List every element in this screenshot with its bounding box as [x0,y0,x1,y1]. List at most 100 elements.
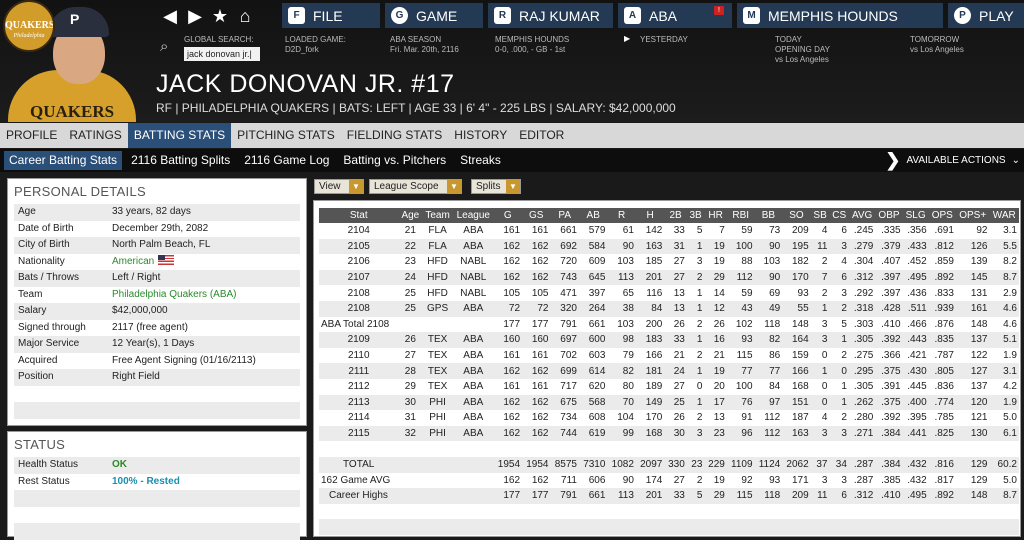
manager-button[interactable]: R RAJ KUMAR [488,3,613,28]
column-header[interactable]: HR [704,208,727,223]
column-header[interactable]: SO [782,208,811,223]
tab-ratings[interactable]: RATINGS [69,128,122,142]
table-cell: 137 [970,381,988,393]
tab-batting-stats[interactable]: BATTING STATS [127,123,232,148]
file-button[interactable]: F FILE [282,3,380,28]
table-cell: 3 [810,332,830,348]
column-header[interactable]: Stat [319,208,399,223]
table-cell [422,488,454,504]
table-cell [636,504,664,520]
search-icon[interactable]: ⌕ [160,38,169,55]
table-cell: 3 [696,256,703,268]
table-cell: 201 [635,488,665,504]
column-header[interactable]: 3B [686,208,705,223]
table-cell [453,473,494,489]
table-cell: 166 [782,363,811,379]
column-header[interactable]: CS [829,208,849,223]
column-header[interactable]: Age [398,208,423,223]
column-header[interactable]: OBP [875,208,903,223]
subtab-career-batting-stats[interactable]: Career Batting Stats [4,151,123,170]
column-header[interactable]: PA [550,208,579,223]
column-header[interactable]: Team [422,208,454,223]
column-header[interactable]: WAR [989,208,1019,223]
splits-dropdown[interactable]: Splits ▼ [471,179,521,194]
available-actions-button[interactable]: ❯ AVAILABLE ACTIONS ⌄ [885,149,1020,172]
table-cell: 661 [588,318,606,330]
column-header[interactable]: OPS [928,208,956,223]
table-cell [453,488,494,504]
table-cell: 8575 [550,456,579,473]
table-cell: 13 [664,300,687,317]
table-cell: TEX [422,363,454,379]
dropdown-arrow-icon: ▼ [506,180,520,193]
table-cell: .691 [934,225,954,237]
table-cell [903,504,929,520]
column-header[interactable]: AB [578,208,608,223]
team-button[interactable]: M MEMPHIS HOUNDS [737,3,943,28]
column-header[interactable]: League [453,208,494,223]
column-header[interactable]: R [607,208,636,223]
detail-label [14,386,112,403]
info-label: TODAY [775,35,802,44]
menu-label: PLAY [979,7,1014,24]
table-cell: NABL [460,256,487,268]
table-cell [579,441,607,457]
table-cell: 170 [645,412,663,424]
table-cell: 720 [560,256,577,268]
info-label: YESTERDAY [640,35,688,44]
table-cell: .430 [902,363,929,379]
column-header[interactable]: SLG [902,208,929,223]
tab-profile[interactable]: PROFILE [6,128,58,142]
subtab-batting-vs-pitchers[interactable]: Batting vs. Pitchers [343,153,447,167]
tab-history[interactable]: HISTORY [454,128,508,142]
table-cell: 1 [686,332,705,348]
detail-value [112,386,300,403]
table-cell: 37 [810,456,830,473]
table-cell: 23 [686,456,705,473]
column-header[interactable]: RBI [726,208,755,223]
subtab-2116-batting-splits[interactable]: 2116 Batting Splits [131,153,231,167]
dropdown-label: Splits [476,181,501,192]
yesterday-arrow-icon[interactable]: ▶ [624,34,631,43]
table-cell: .245 [853,225,874,237]
table-cell: 2111 [319,363,399,379]
tab-pitching-stats[interactable]: PITCHING STATS [237,128,335,142]
table-cell: ABA [453,238,494,255]
personal-details-rows: Age 33 years, 82 days Date of Birth Decembe… [8,204,306,419]
column-header[interactable]: 2B [664,208,687,223]
home-icon[interactable]: ⌂ [239,6,251,26]
detail-value[interactable]: Philadelphia Quakers (ABA) [112,287,300,304]
league-scope-dropdown[interactable]: League Scope ▼ [369,179,462,194]
column-header[interactable]: OPS+ [955,208,990,223]
detail-label: City of Birth [18,239,70,250]
tab-fielding-stats[interactable]: FIELDING STATS [346,128,443,142]
global-search-input[interactable]: jack donovan jr.| [184,47,260,61]
table-cell: 702 [560,350,577,362]
game-button[interactable]: G GAME [385,3,483,28]
team-logo[interactable]: QUAKERS Philadelphia [3,0,55,52]
league-button[interactable]: A ABA! [618,3,732,28]
tab-editor[interactable]: EDITOR [519,128,565,142]
back-arrow-icon[interactable]: ◀ [163,6,177,26]
table-cell: 129 [970,474,988,486]
table-cell [849,441,875,457]
play-button[interactable]: P PLAY [948,3,1024,28]
table-cell: .271 [848,425,876,442]
forward-arrow-icon[interactable]: ▶ [188,6,202,26]
column-header[interactable]: AVG [848,208,876,223]
view-dropdown[interactable]: View ▼ [314,179,364,194]
table-cell: .303 [853,318,874,330]
subtab-2116-game-log[interactable]: 2116 Game Log [244,153,330,167]
menu-icon: G [391,7,408,24]
detail-label: Salary [18,305,47,316]
column-header[interactable]: BB [754,208,783,223]
detail-row: Bats / Throws Left / Right [14,270,300,287]
column-header[interactable]: H [635,208,665,223]
column-header[interactable]: GS [522,208,551,223]
table-cell: 174 [645,474,663,486]
column-header[interactable]: SB [810,208,830,223]
star-icon[interactable]: ★ [211,6,229,26]
subtab-streaks[interactable]: Streaks [460,153,501,167]
column-header[interactable]: G [493,208,523,223]
detail-value[interactable]: American [112,254,300,271]
